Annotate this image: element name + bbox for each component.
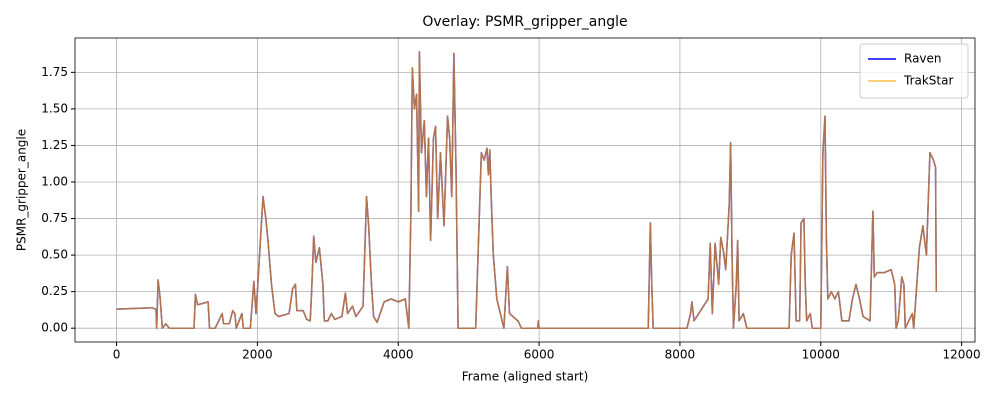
y-tick-label: 0.75 <box>41 211 68 225</box>
y-tick-label: 1.75 <box>41 65 68 79</box>
y-axis-label: PSMR_gripper_angle <box>15 129 29 251</box>
x-tick-label: 10000 <box>802 348 840 362</box>
x-tick-label: 2000 <box>242 348 273 362</box>
y-tick-label: 1.00 <box>41 174 68 188</box>
legend-label: TrakStar <box>903 74 953 88</box>
x-tick-label: 8000 <box>665 348 696 362</box>
y-tick-label: 1.25 <box>41 138 68 152</box>
series-line <box>116 51 938 329</box>
series-line <box>116 51 938 329</box>
x-tick-label: 12000 <box>943 348 981 362</box>
x-axis-label: Frame (aligned start) <box>462 370 589 384</box>
legend-box <box>859 43 969 99</box>
chart-title: Overlay: PSMR_gripper_angle <box>422 14 627 30</box>
y-tick-label: 0.00 <box>41 321 68 335</box>
y-tick-label: 0.25 <box>41 284 68 298</box>
y-tick-label: 0.50 <box>41 248 68 262</box>
x-tick-label: 4000 <box>383 348 414 362</box>
plot-frame <box>74 37 976 343</box>
x-tick-label: 6000 <box>524 348 555 362</box>
x-tick-label: 0 <box>113 348 121 362</box>
legend: Raven TrakStar <box>859 43 969 99</box>
y-tick-label: 1.50 <box>41 101 68 115</box>
legend-label: Raven <box>904 52 942 66</box>
